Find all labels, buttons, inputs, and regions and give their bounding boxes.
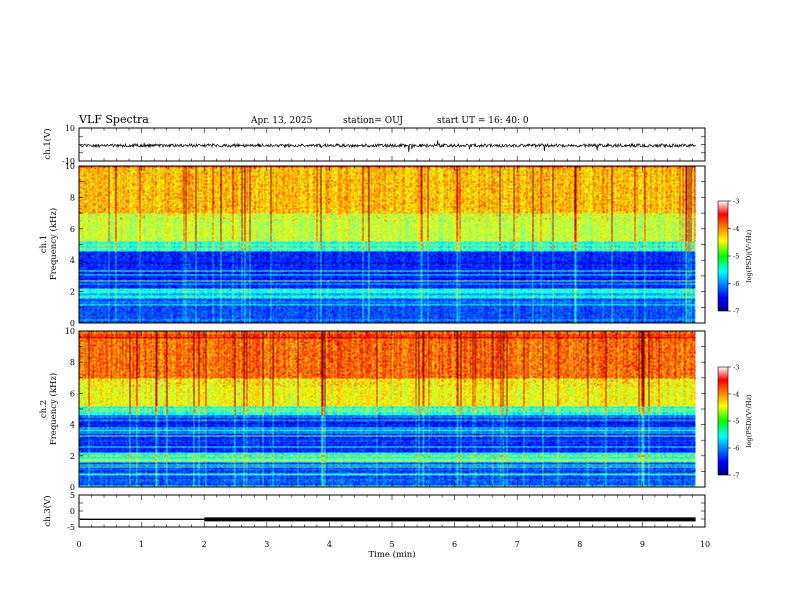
colorbar-tick-label: -7: [733, 308, 739, 316]
y-tick-label: 10: [65, 327, 75, 336]
ch1-colorbar: [717, 200, 729, 312]
x-tick-label: 0: [76, 540, 81, 549]
colorbar-tick-label: -7: [733, 472, 739, 480]
ch2-colorbar-label: log(PSD)(V²/Hz): [745, 394, 753, 447]
y-tick-label: 6: [70, 389, 75, 398]
colorbar-tick-label: -4: [733, 391, 739, 399]
colorbar-tick-label: -3: [733, 364, 739, 372]
y-tick-label: 8: [70, 358, 75, 367]
y-tick-label: 2: [70, 452, 75, 461]
figure-title: VLF Spectra: [78, 113, 149, 126]
ch3-level-ylabel: ch.3(V): [42, 495, 53, 526]
y-tick-label: 8: [70, 193, 75, 202]
colorbar-tick-label: -6: [733, 445, 739, 453]
x-tick-label: 3: [264, 540, 269, 549]
date-label: Apr. 13, 2025: [250, 116, 313, 126]
x-tick-label: 9: [640, 540, 645, 549]
ch2-spectrogram-image: [79, 331, 705, 487]
ch1-spectrogram-ylabel: ch.1Frequency (kHz): [39, 208, 59, 280]
x-tick-label: 4: [327, 540, 332, 549]
ch2-colorbar: [717, 366, 729, 476]
y-tick-label: 4: [70, 256, 75, 265]
ch1-colorbar-label: log(PSD)(V²/Hz): [745, 229, 753, 282]
colorbar-tick-label: -4: [733, 225, 739, 233]
x-axis-label: Time (min): [368, 549, 415, 560]
y-tick-label: 0: [70, 507, 75, 516]
x-tick-label: 2: [202, 540, 207, 549]
y-tick-label: 2: [70, 288, 75, 297]
y-tick-label: 5: [70, 491, 75, 500]
x-tick-label: 1: [139, 540, 144, 549]
y-tick-label: 4: [70, 421, 75, 430]
y-tick-label: -5: [67, 523, 75, 532]
y-tick-label: 0: [70, 319, 75, 328]
colorbar-tick-label: -6: [733, 280, 739, 288]
x-tick-label: 7: [515, 540, 520, 549]
y-tick-label: 10: [65, 162, 75, 171]
colorbar-tick-label: -3: [733, 198, 739, 206]
colorbar-tick-label: -5: [733, 253, 739, 261]
y-tick-label: 0: [70, 483, 75, 492]
x-tick-label: 5: [389, 540, 394, 549]
ch1-spectrogram-image: [79, 166, 705, 323]
start-time-label: start UT = 16: 40: 0: [437, 116, 529, 126]
colorbar-tick-label: -5: [733, 418, 739, 426]
ch2-spectrogram-ylabel: ch.2Frequency (kHz): [39, 373, 59, 445]
x-tick-label: 8: [577, 540, 582, 549]
x-tick-label: 6: [452, 540, 457, 549]
ch1-waveform-ylabel: ch.1(V): [42, 128, 53, 159]
ch1-waveform-trace: [79, 140, 696, 153]
y-tick-label: 6: [70, 225, 75, 234]
station-label: station= OUJ: [343, 116, 403, 126]
y-tick-label: 10: [65, 124, 75, 133]
y-tick-label: -10: [62, 157, 75, 166]
x-tick-label: 10: [700, 540, 710, 549]
